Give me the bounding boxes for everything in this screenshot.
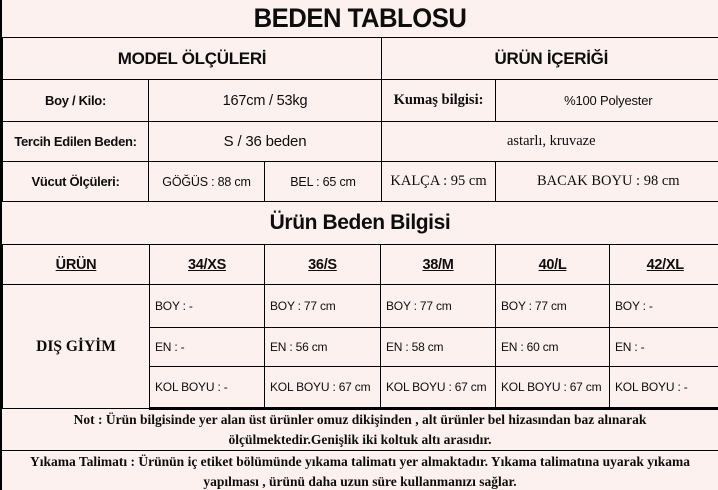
page-title-bar: BEDEN TABLOSU (2, 0, 718, 37)
length-cell: BOY : 77 cm (264, 284, 381, 328)
height-weight-value: 167cm / 53kg (147, 79, 383, 122)
washing-instructions-note: Yıkama Talimatı : Ürünün iç etiket bölüm… (30, 454, 690, 489)
table-row: EN : - EN : 56 cm EN : 58 cm EN : 60 cm … (3, 327, 718, 367)
fabric-info-label: Kumaş bilgisi: (381, 79, 497, 122)
length-cell: BOY : 77 cm (380, 284, 496, 328)
width-cell: EN : 56 cm (264, 327, 381, 367)
sleeve-cell: KOL BOYU : - (609, 366, 718, 410)
lining-info-value: astarlı, kruvaze (381, 121, 718, 162)
table-row: MODEL ÖLÇÜLERİ ÜRÜN İÇERİĞİ (2, 37, 718, 80)
model-measurements-header: MODEL ÖLÇÜLERİ (2, 37, 383, 80)
product-group-label: DIŞ GİYİM (2, 284, 150, 409)
measurement-note: Not : Ürün bilgisinde yer alan üst ürünl… (2, 410, 718, 451)
length-cell: BOY : - (609, 284, 718, 328)
size-table: ÜRÜN 34/XS 36/S 38/M 40/L 42/XL DIŞ GİYİ… (2, 244, 718, 410)
length-cell: BOY : 77 cm (495, 284, 610, 328)
width-cell: EN : 58 cm (380, 327, 496, 367)
sleeve-cell: KOL BOYU : 67 cm (380, 366, 496, 410)
column-header-36s: 36/S (264, 244, 381, 285)
sleeve-cell: KOL BOYU : - (149, 366, 265, 410)
sleeve-cell: KOL BOYU : 67 cm (264, 366, 381, 410)
model-info-table: MODEL ÖLÇÜLERİ ÜRÜN İÇERİĞİ Boy / Kilo: … (2, 37, 718, 202)
body-measurements-label: Vücut Ölçüleri: (2, 161, 149, 202)
table-row: Boy / Kilo: 167cm / 53kg Kumaş bilgisi: … (2, 79, 718, 122)
table-row: DIŞ GİYİM BOY : - BOY : 77 cm BOY : 77 c… (2, 284, 718, 409)
preferred-size-value: S / 36 beden (147, 121, 383, 162)
length-cell: BOY : - (149, 284, 265, 328)
leg-length-value: BACAK BOYU : 98 cm (495, 161, 718, 202)
product-content-header: ÜRÜN İÇERİĞİ (381, 37, 718, 80)
size-table-header-row: ÜRÜN 34/XS 36/S 38/M 40/L 42/XL (2, 244, 718, 285)
page-title: BEDEN TABLOSU (253, 3, 467, 33)
column-header-38m: 38/M (380, 244, 496, 285)
chest-value: GÖĞÜS : 88 cm (148, 161, 265, 202)
width-cell: EN : 60 cm (495, 327, 610, 367)
table-row: Tercih Edilen Beden: S / 36 beden astarl… (2, 121, 718, 162)
column-header-urun: ÜRÜN (2, 244, 150, 285)
width-cell: EN : - (149, 327, 265, 367)
column-header-40l: 40/L (495, 244, 610, 285)
fabric-info-value: %100 Polyester (495, 79, 718, 122)
sleeve-cell: KOL BOYU : 67 cm (495, 366, 610, 410)
column-header-34xs: 34/XS (149, 244, 265, 285)
column-header-42xl: 42/XL (609, 244, 718, 285)
size-info-section-title: Ürün Beden Bilgisi (269, 211, 451, 234)
width-cell: EN : - (609, 327, 718, 367)
table-row: Vücut Ölçüleri: GÖĞÜS : 88 cm BEL : 65 c… (2, 161, 718, 202)
waist-value: BEL : 65 cm (263, 161, 383, 202)
height-weight-label: Boy / Kilo: (2, 79, 149, 122)
preferred-size-label: Tercih Edilen Beden: (2, 121, 149, 162)
table-row: KOL BOYU : - KOL BOYU : 67 cm KOL BOYU :… (3, 366, 718, 410)
hip-value: KALÇA : 95 cm (381, 161, 497, 202)
